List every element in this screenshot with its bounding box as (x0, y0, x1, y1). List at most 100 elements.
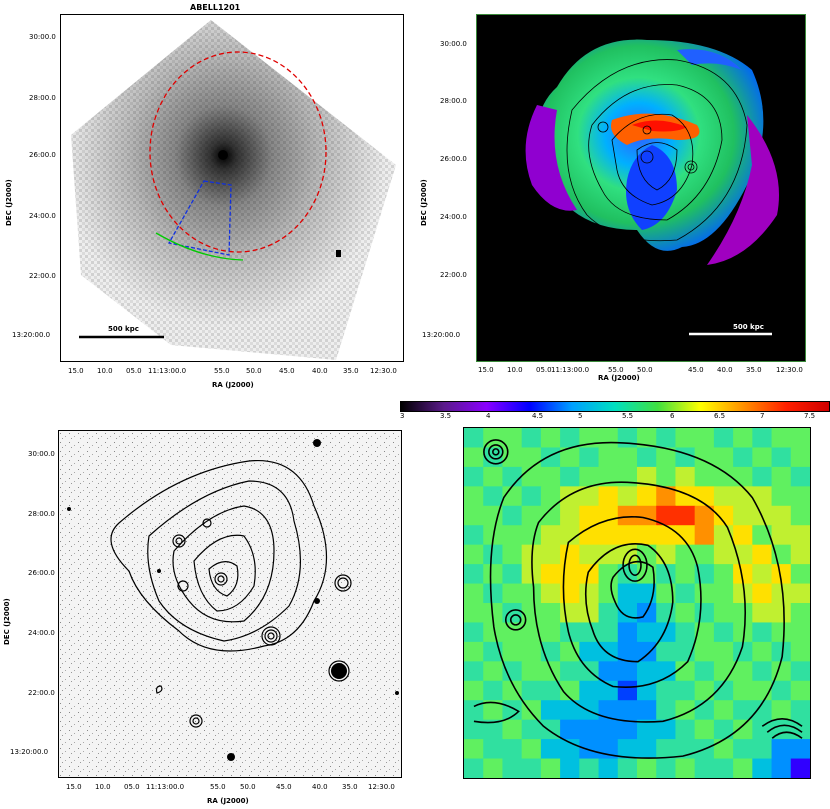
temperature-pixel (464, 641, 484, 662)
temperature-pixel (790, 505, 810, 526)
temperature-pixel (675, 680, 696, 701)
temperature-pixel (502, 447, 523, 468)
ra-tick: 45.0 (276, 783, 292, 791)
temperature-pixel (502, 583, 523, 604)
temperature-pixel (656, 447, 676, 468)
temperature-pixel (521, 466, 542, 487)
temperature-pixel (656, 641, 676, 662)
temperature-pixel (733, 525, 753, 546)
temperature-pixel (771, 564, 792, 585)
temperature-pixel (579, 622, 600, 643)
temperature-pixel (502, 603, 523, 623)
temperature-pixel (483, 583, 503, 604)
colorbar-tick: 7.5 (804, 412, 816, 420)
temperature-pixel (579, 680, 600, 701)
temperature-pixel (771, 428, 792, 448)
temperature-pixel (617, 447, 638, 468)
temperature-pixel (521, 583, 542, 604)
temperature-pixel (598, 641, 619, 662)
temperature-pixel (771, 622, 792, 643)
temperature-pixel (790, 564, 810, 585)
ra-tick: 15.0 (68, 367, 84, 375)
temperature-pixel (521, 622, 542, 643)
dec-tick: 22:00.0 (28, 689, 55, 697)
temperature-pixel (637, 525, 657, 546)
temperature-pixel (483, 544, 503, 565)
colorbar-tick: 5 (578, 412, 583, 420)
temperature-pixel (502, 466, 523, 487)
temperature-pixel (694, 466, 715, 487)
colorbar-tick: 6 (670, 412, 675, 420)
temperature-pixel (713, 700, 734, 721)
temperature-pixel (694, 680, 715, 701)
temperature-pixel (464, 486, 484, 507)
temperature-pixel (713, 603, 734, 623)
temperature-pixel (675, 544, 696, 565)
temperature-pixel (560, 466, 580, 487)
dec-tick: 13:20:00.0 (422, 331, 461, 339)
temperature-pixel (733, 680, 753, 701)
temperature-pixel (560, 447, 580, 468)
temperature-pixel (464, 603, 484, 623)
temperature-pixel (771, 680, 792, 701)
temperature-pixel (560, 661, 580, 682)
temperature-pixel (752, 758, 773, 778)
temperature-pixel (694, 583, 715, 604)
optical-overlay-panel: DEC (J2000) RA (J2000) 30:00.0 28:00.0 2… (0, 420, 410, 809)
temperature-pixel (771, 583, 792, 604)
x-axis-label: RA (J2000) (598, 374, 640, 382)
temperature-pixel (464, 719, 484, 740)
colorbar-tick: 4.5 (532, 412, 544, 420)
temperature-pixel (617, 466, 638, 487)
temperature-pixel (790, 622, 810, 643)
temperature-pixel (483, 486, 503, 507)
temperature-pixel (733, 700, 753, 721)
temperature-pixel (713, 739, 734, 760)
temperature-pixel (713, 466, 734, 487)
temperature-pixel (598, 428, 619, 448)
y-axis-label: DEC (J2000) (3, 598, 11, 645)
temperature-pixel (637, 661, 657, 682)
temperature-pixel (617, 622, 638, 643)
temperature-pixel (617, 428, 638, 448)
temperature-pixel (598, 622, 619, 643)
dec-tick: 13:20:00.0 (12, 331, 51, 339)
temperature-pixel (694, 447, 715, 468)
optical-image (59, 431, 401, 777)
temperature-pixel (713, 641, 734, 662)
temperature-pixel (502, 505, 523, 526)
temperature-pixel (790, 700, 810, 721)
temperature-pixel (637, 680, 657, 701)
xray-image-frame: 500 kpc (60, 14, 404, 362)
dec-tick: 30:00.0 (29, 33, 56, 41)
ra-tick: 45.0 (688, 366, 704, 374)
dec-tick: 28:00.0 (440, 97, 467, 105)
panel-title: ABELL1201 (190, 3, 241, 12)
temperature-pixel (656, 719, 676, 740)
temperature-pixel (464, 544, 484, 565)
temperature-pixel (790, 661, 810, 682)
temperature-pixel (752, 447, 773, 468)
temperature-pixel (502, 680, 523, 701)
temperature-pixel (733, 564, 753, 585)
temperature-pixel (464, 583, 484, 604)
ra-tick: 55.0 (210, 783, 226, 791)
temperature-pixel (656, 661, 676, 682)
temperature-pixel (694, 700, 715, 721)
colorbar-tick: 7 (760, 412, 765, 420)
temperature-pixel (733, 719, 753, 740)
dec-tick: 22:00.0 (29, 272, 56, 280)
temperature-pixel (598, 603, 619, 623)
temperature-pixel (771, 758, 792, 778)
temperature-pixel (733, 505, 753, 526)
temperature-pixel (752, 700, 773, 721)
temperature-pixel (790, 641, 810, 662)
temperature-pixel (694, 603, 715, 623)
ra-tick: 11:13:00.0 (148, 367, 187, 375)
temperature-pixel (637, 622, 657, 643)
ra-tick: 40.0 (717, 366, 733, 374)
ra-tick: 10.0 (507, 366, 523, 374)
temperature-pixel (694, 622, 715, 643)
dec-tick: 28:00.0 (28, 510, 55, 518)
temperature-pixel (579, 739, 600, 760)
